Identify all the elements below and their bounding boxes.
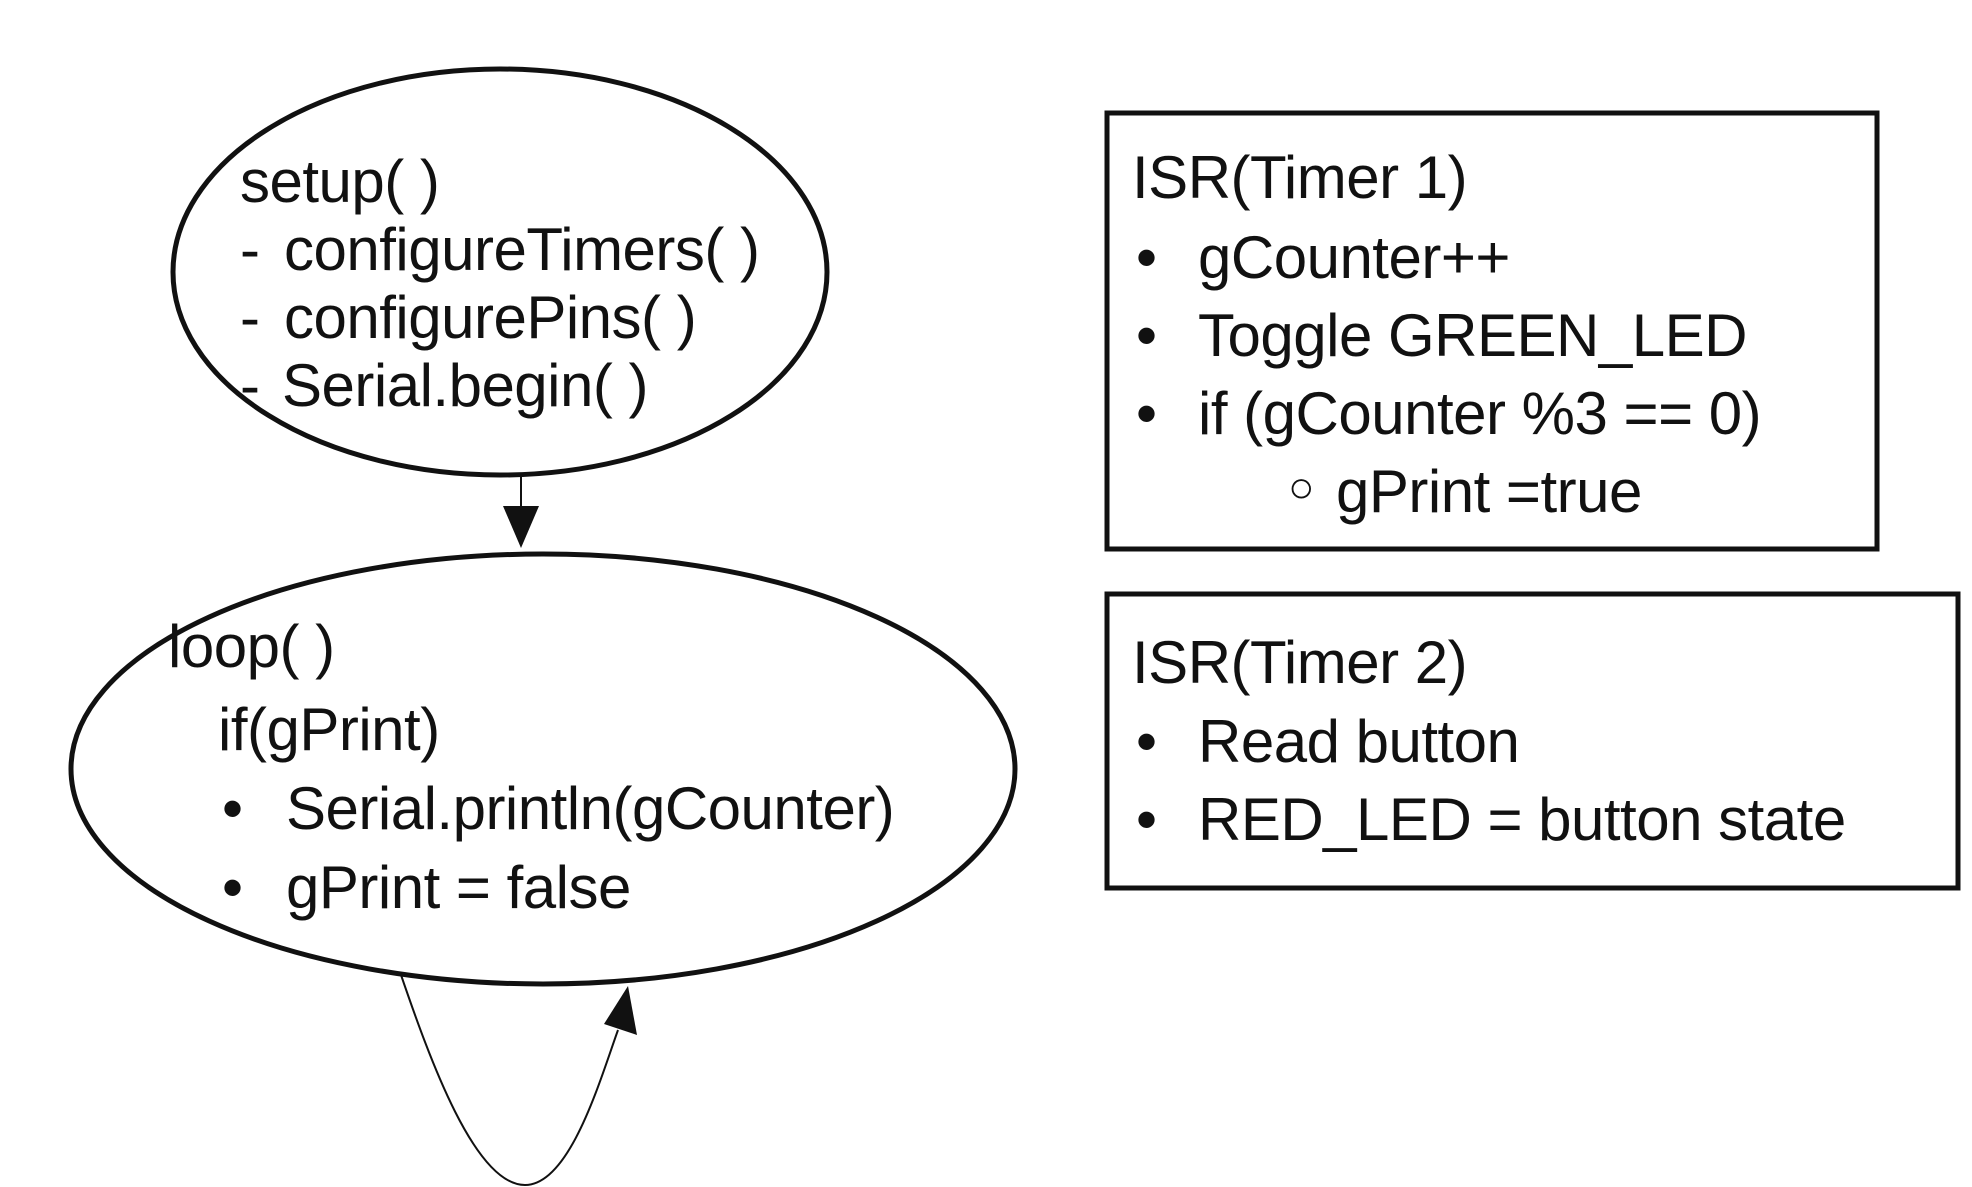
- setup-item-marker: -: [240, 284, 260, 351]
- isr-timer2-box: [1104, 591, 1961, 891]
- setup-item-marker: -: [240, 352, 260, 419]
- isr-timer2-item-text: Read button: [1198, 708, 1520, 775]
- isr-timer1-item-marker: •: [1136, 302, 1157, 369]
- loop-title: loop( ): [168, 613, 335, 680]
- isr-timer2-item-text: RED_LED = button state: [1198, 786, 1846, 853]
- isr-timer1-item-marker: •: [1136, 380, 1157, 447]
- setup-to-loop-arrowhead: [503, 506, 539, 548]
- isr-timer1-item-text: gCounter++: [1198, 224, 1510, 291]
- setup-item-text: configurePins( ): [284, 284, 697, 351]
- isr-timer1-box: [1104, 110, 1880, 552]
- loop-node-shape: [68, 551, 1018, 987]
- isr-timer2-item-marker: •: [1136, 708, 1157, 775]
- isr-timer1-item-marker: •: [1136, 224, 1157, 291]
- setup-title: setup( ): [240, 148, 440, 215]
- isr-timer1-item-text: if (gCounter %3 == 0): [1198, 380, 1762, 447]
- loop-item-marker: •: [222, 854, 243, 921]
- setup-item-marker: -: [240, 216, 260, 283]
- setup-item-text: Serial.begin( ): [282, 352, 649, 419]
- loop-item-marker: •: [222, 775, 243, 842]
- setup-node-shape: [170, 66, 830, 478]
- isr-timer1-subitem-marker: ○: [1288, 463, 1315, 512]
- loop-condition: if(gPrint): [218, 696, 440, 763]
- loop-item-text: Serial.println(gCounter): [286, 775, 895, 842]
- loop-self-edge: [399, 971, 619, 1187]
- isr-timer1-item-text: Toggle GREEN_LED: [1198, 302, 1747, 369]
- isr-timer1-subitem-text: gPrint =true: [1336, 458, 1642, 525]
- isr-timer2-title: ISR(Timer 2): [1132, 629, 1468, 696]
- setup-item-text: configureTimers( ): [284, 216, 760, 283]
- isr-timer2-item-marker: •: [1136, 786, 1157, 853]
- loop-self-arrowhead: [604, 986, 637, 1035]
- loop-item-text: gPrint = false: [286, 854, 631, 921]
- isr-timer1-title: ISR(Timer 1): [1132, 144, 1468, 211]
